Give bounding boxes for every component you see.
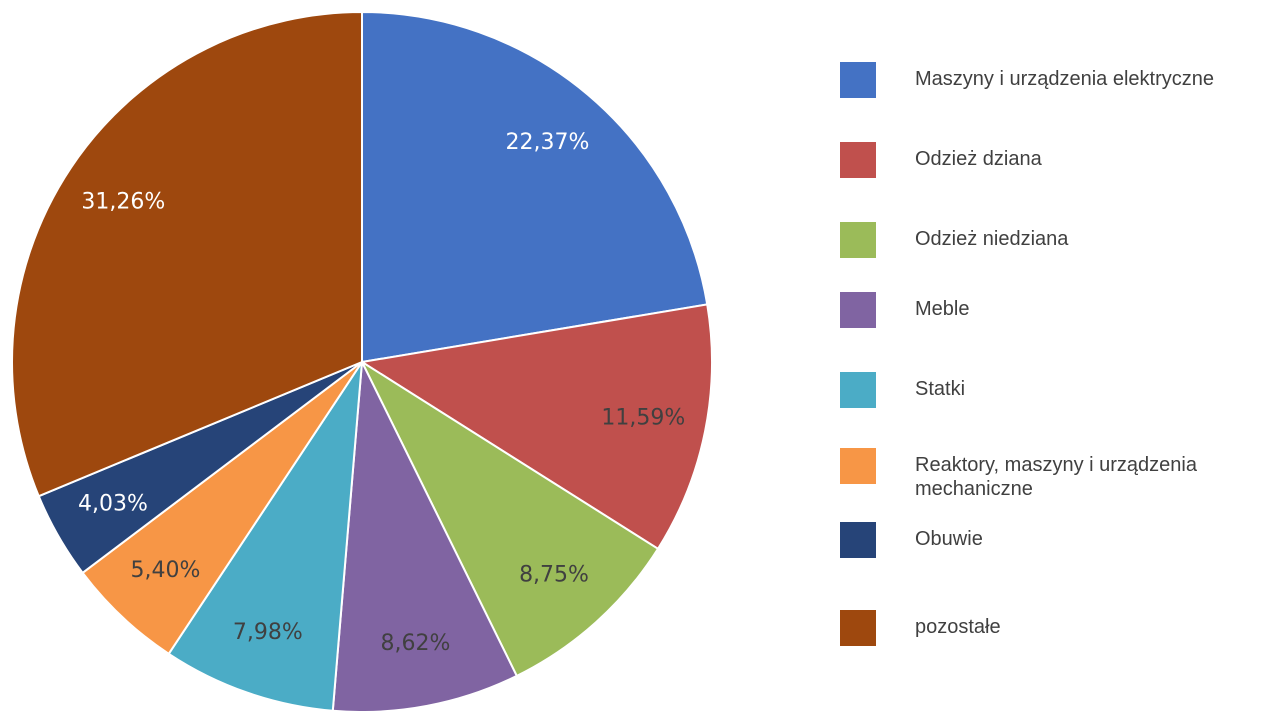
legend-label: Odzież dziana (915, 148, 1042, 170)
data-label: 31,26% (81, 190, 165, 215)
legend-swatch (840, 62, 876, 98)
legend-item: Statki (840, 372, 1260, 408)
legend-label: Reaktory, maszyny i urządzenia mechanicz… (915, 454, 1197, 500)
pie-slice (11, 10, 363, 498)
legend-item: Reaktory, maszyny i urządzenia mechanicz… (840, 448, 1260, 501)
legend-swatch (840, 142, 876, 178)
legend-label: Obuwie (915, 528, 983, 550)
pie-slice (361, 10, 709, 364)
data-label: 8,62% (380, 631, 450, 656)
legend-label: Maszyny i urządzenia elektryczne (915, 68, 1215, 90)
legend-swatch (840, 610, 876, 646)
data-label: 22,37% (506, 130, 590, 155)
data-label: 11,59% (601, 406, 685, 431)
legend-swatch (840, 372, 876, 408)
legend-swatch (840, 522, 876, 558)
legend-swatch (840, 222, 876, 258)
legend-swatch (840, 292, 876, 328)
legend-label: Odzież niedziana (915, 228, 1069, 250)
legend-item: Maszyny i urządzenia elektryczne (840, 62, 1260, 98)
data-label: 4,03% (78, 492, 148, 517)
legend-item: Obuwie (840, 522, 1260, 558)
data-label: 8,75% (519, 562, 589, 587)
legend-item: Odzież dziana (840, 142, 1260, 178)
legend-label: pozostałe (915, 616, 1001, 638)
pie-slice (359, 359, 660, 678)
legend-label: Statki (915, 378, 966, 400)
pie-slice (359, 303, 713, 551)
pie-slice (167, 361, 363, 711)
legend-swatch (840, 448, 876, 484)
legend-item: Meble (840, 292, 1260, 328)
legend-item: pozostałe (840, 610, 1260, 646)
data-label: 5,40% (130, 558, 200, 583)
chart: 22,37% 11,59% 8,75% 8,62% 7,98% 5,40% 4,03% 31,… (11, 10, 713, 711)
data-label: 7,98% (233, 620, 303, 645)
legend-label: Meble (915, 298, 970, 320)
legend-item: Odzież niedziana (840, 222, 1260, 258)
pie-slice (331, 358, 519, 711)
